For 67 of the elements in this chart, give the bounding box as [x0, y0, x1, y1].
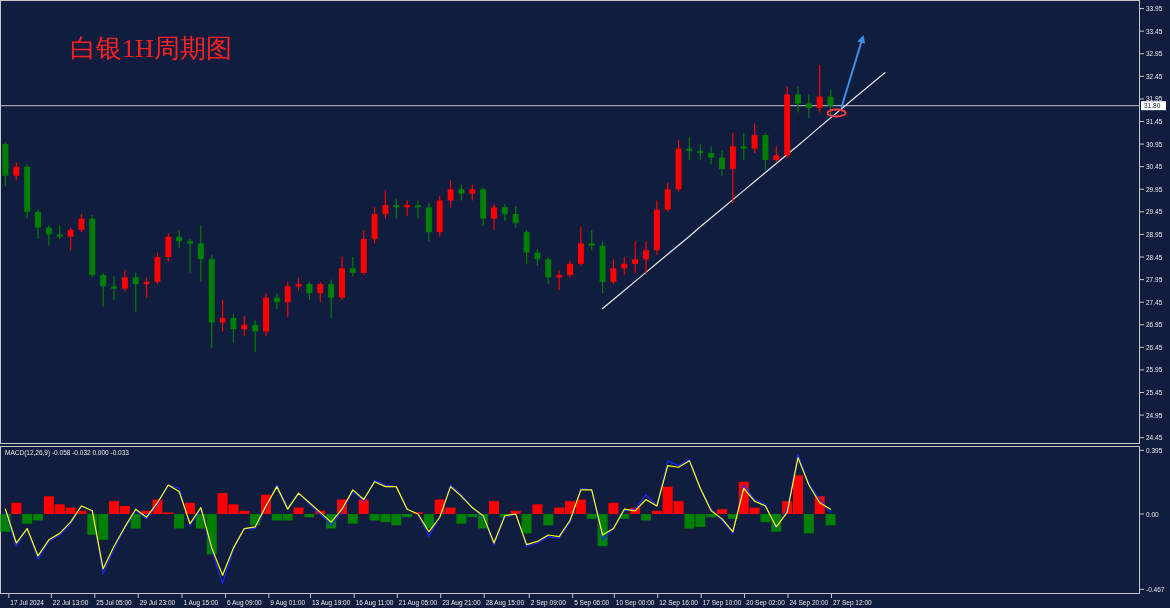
- candlestick: [67, 227, 74, 251]
- bar: [130, 514, 141, 529]
- candlestick: [501, 203, 508, 222]
- candlestick: [512, 205, 519, 229]
- candlestick: [588, 229, 595, 251]
- candlestick: [111, 275, 117, 301]
- candlestick: [643, 240, 649, 274]
- candlestick: [686, 136, 693, 161]
- bar: [11, 502, 22, 515]
- bar: [510, 510, 521, 515]
- candlestick: [610, 258, 617, 285]
- candlestick: [751, 122, 758, 154]
- bar: [185, 502, 195, 515]
- bar: [825, 514, 836, 526]
- candlestick: [317, 281, 324, 303]
- candlestick: [45, 224, 52, 247]
- candlestick: [415, 199, 421, 220]
- candlestick: [719, 150, 725, 177]
- candlestick: [382, 190, 389, 220]
- candlestick: [577, 226, 584, 267]
- bar: [489, 501, 499, 515]
- candlestick: [523, 229, 530, 265]
- bar: [803, 514, 814, 534]
- candlestick: [349, 256, 356, 278]
- candlestick: [230, 312, 237, 344]
- candlestick: [795, 86, 801, 114]
- candlestick: [805, 93, 812, 119]
- bar: [608, 502, 619, 515]
- bar: [521, 514, 532, 534]
- candlestick: [252, 319, 259, 353]
- candlestick: [664, 181, 671, 213]
- candlestick: [132, 272, 139, 313]
- candlestick: [121, 269, 128, 292]
- candlestick: [816, 64, 823, 114]
- candlestick: [740, 132, 747, 161]
- bar: [304, 514, 315, 518]
- candlestick: [632, 240, 639, 274]
- candlestick: [35, 208, 41, 240]
- bar: [641, 514, 651, 521]
- candlestick: [404, 199, 411, 217]
- bar: [347, 514, 358, 524]
- bar: [174, 514, 185, 529]
- bar: [717, 509, 727, 515]
- bar: [532, 504, 543, 515]
- candlestick: [328, 278, 335, 319]
- line-series: [601, 72, 886, 310]
- candlestick: [556, 269, 563, 291]
- candlestick: [165, 232, 172, 263]
- candlestick: [143, 276, 150, 299]
- candlestick: [393, 197, 400, 220]
- candlestick: [708, 145, 715, 166]
- candlestick: [284, 281, 291, 318]
- candlestick: [447, 179, 454, 208]
- candlestick: [187, 238, 193, 274]
- candlestick: [827, 89, 834, 116]
- candlestick: [78, 213, 85, 233]
- candlestick: [306, 281, 313, 301]
- bar: [358, 499, 369, 515]
- candlestick: [491, 203, 497, 231]
- text: 白银1H周期图: [70, 34, 232, 63]
- candlestick: [729, 132, 736, 204]
- bar: [543, 514, 554, 526]
- candlestick: [100, 272, 107, 308]
- candlestick: [545, 256, 552, 285]
- bar: [586, 514, 597, 519]
- candlestick: [197, 224, 204, 283]
- bar: [293, 507, 304, 515]
